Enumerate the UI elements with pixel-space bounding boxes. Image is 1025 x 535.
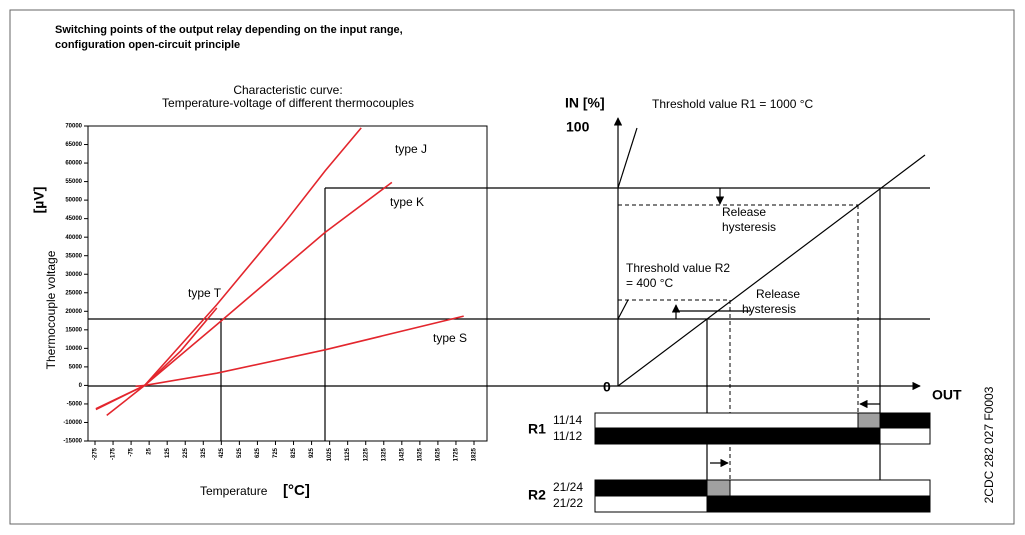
x-tick-label: 25	[147, 447, 153, 454]
x-tick-label: -75	[129, 447, 135, 456]
series-label: type T	[188, 286, 222, 300]
header: Switching points of the output relay dep…	[55, 24, 403, 51]
x-tick-label: 425	[219, 447, 225, 458]
release-r1: Release	[722, 205, 766, 219]
x-tick-label: 1225	[363, 447, 369, 461]
y-tick-label: 35000	[65, 253, 82, 259]
x-tick-label: 1425	[399, 447, 405, 461]
out-axis: OUT	[932, 387, 962, 403]
relay-r1: R1	[528, 421, 546, 437]
series-label: type J	[395, 142, 427, 156]
y-tick-label: 45000	[65, 216, 82, 222]
threshold-r2: = 400 °C	[626, 276, 673, 290]
y-tick-label: 65000	[65, 142, 82, 148]
plot-frame	[87, 125, 488, 442]
y-tick-label: 25000	[65, 290, 82, 296]
relay-r2: R2	[528, 487, 546, 503]
y-tick-label: 40000	[65, 235, 82, 241]
title: Switching points of the output relay dep…	[55, 24, 403, 36]
y-label: Thermocouple voltage	[44, 250, 58, 369]
reference-lines	[88, 117, 930, 496]
in-axis: IN [%]	[565, 95, 605, 111]
y-tick-label: 55000	[65, 179, 82, 185]
y-tick-label: 50000	[65, 198, 82, 204]
curve	[106, 127, 362, 417]
y-tick-label: -10000	[63, 420, 82, 426]
x-tick-label: -175	[111, 447, 117, 460]
y-tick-label: 5000	[69, 364, 83, 370]
curve	[135, 315, 464, 388]
x-tick-label: 1725	[454, 447, 460, 461]
y-tick-label: 70000	[65, 124, 82, 130]
x-tick-label: 725	[273, 447, 279, 458]
chart-title: Temperature-voltage of different thermoc…	[162, 96, 414, 110]
y-tick-label: 10000	[65, 346, 82, 352]
origin: 0	[603, 379, 611, 395]
release-r2: hysteresis	[742, 302, 796, 316]
x-tick-label: 1825	[472, 447, 478, 461]
x-tick-label: 225	[183, 447, 189, 458]
x-tick-label: 625	[255, 447, 261, 458]
x-tick-label: 1525	[417, 447, 423, 461]
x-label: Temperature	[200, 484, 268, 498]
x-tick-label: 1625	[435, 447, 441, 461]
curve	[95, 307, 218, 410]
y-tick-label: 60000	[65, 161, 82, 167]
y-tick-label: 15000	[65, 327, 82, 333]
frame	[9, 9, 1015, 525]
contact: 21/22	[553, 496, 583, 510]
x-tick-label: 1025	[327, 447, 333, 461]
y-tick-label: 30000	[65, 272, 82, 278]
release-r1: hysteresis	[722, 220, 776, 234]
chart-title: Characteristic curve:	[233, 83, 342, 97]
title: configuration open-circuit principle	[55, 39, 240, 51]
release-r2: Release	[756, 287, 800, 301]
x-tick-label: 1125	[345, 447, 351, 461]
x-tick-label: 325	[201, 447, 207, 458]
in-max: 100	[566, 119, 590, 135]
contact: 11/12	[553, 429, 582, 443]
y-unit: [µV]	[31, 187, 47, 214]
threshold-r1: Threshold value R1 = 1000 °C	[652, 97, 814, 111]
x-tick-label: 1325	[381, 447, 387, 461]
x-tick-label: 525	[237, 447, 243, 458]
contact: 11/14	[553, 413, 582, 427]
x-tick-label: 825	[291, 447, 297, 458]
curve	[95, 181, 393, 411]
contact: 21/24	[553, 480, 583, 494]
relay-bars	[594, 412, 931, 513]
x-unit: [°C]	[283, 482, 310, 499]
dashed-lines	[618, 204, 859, 496]
y-tick-label: -15000	[63, 439, 82, 445]
switching-labels: IN [%] 100 0 OUT Threshold value R1 = 10…	[528, 95, 996, 510]
x-tick-label: 925	[309, 447, 315, 458]
drawing-id: 2CDC 282 027 F0003	[982, 386, 996, 503]
y-tick-label: 0	[79, 383, 83, 389]
threshold-r2: Threshold value R2	[626, 261, 730, 275]
series-label: type K	[390, 195, 424, 209]
series-label: type S	[433, 331, 467, 345]
x-tick-label: -275	[93, 447, 99, 460]
y-tick-label: -5000	[67, 402, 83, 408]
y-tick-label: 20000	[65, 309, 82, 315]
x-tick-label: 125	[165, 447, 171, 458]
